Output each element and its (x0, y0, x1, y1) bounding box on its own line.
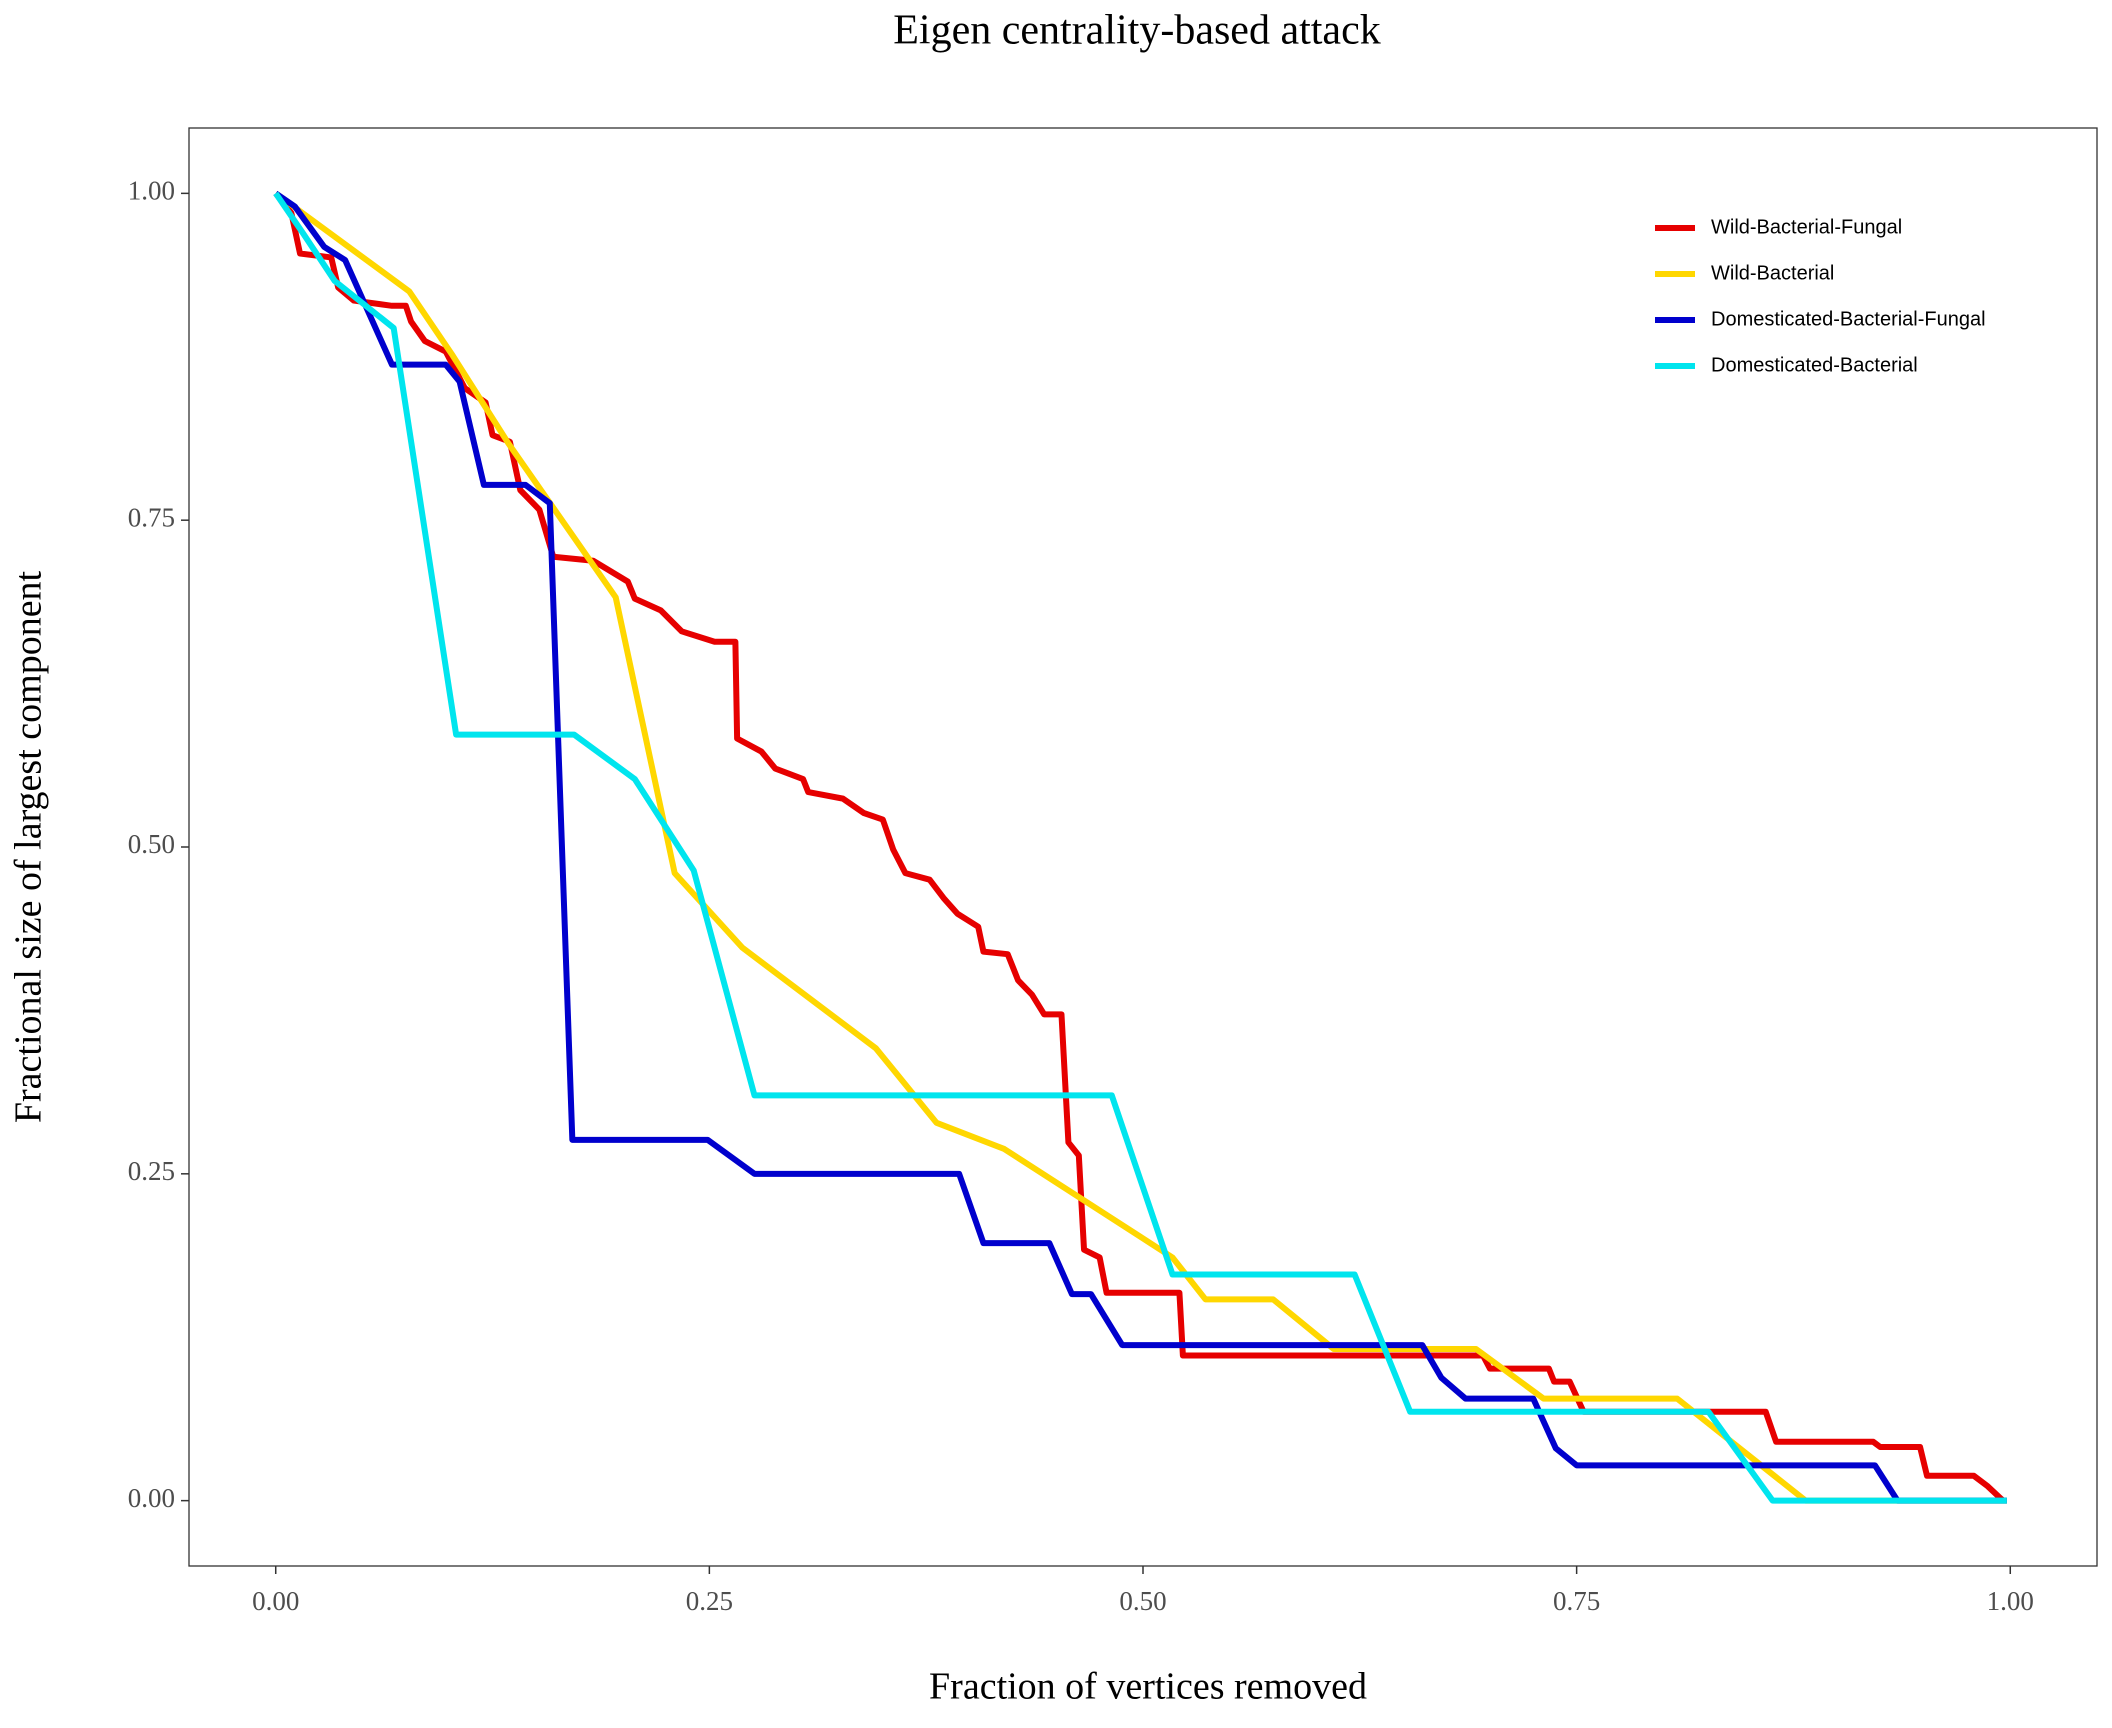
y-tick-label: 0.50 (128, 829, 175, 859)
series-line (273, 190, 2007, 1504)
x-tick-label: 1.00 (1987, 1586, 2034, 1616)
series-line (274, 190, 2007, 1504)
x-tick-label: 0.25 (686, 1586, 733, 1616)
x-axis-label: Fraction of vertices removed (929, 1666, 1367, 1708)
y-tick-label: 0.75 (128, 502, 175, 532)
legend-label: Domesticated-Bacterial-Fungal (1711, 308, 1986, 330)
x-tick-label: 0.50 (1119, 1586, 1166, 1616)
x-tick-label: 0.00 (252, 1586, 299, 1616)
y-tick-label: 0.25 (128, 1156, 175, 1186)
y-tick-label: 1.00 (128, 176, 175, 206)
series-line (273, 191, 2006, 1504)
legend-label: Wild-Bacterial (1711, 262, 1834, 284)
chart-title: Eigen centrality-based attack (893, 8, 1380, 54)
plot-panel (188, 127, 2098, 1567)
series-line (273, 191, 2007, 1504)
y-axis-label: Fractional size of largest component (8, 570, 50, 1123)
x-tick-label: 0.75 (1553, 1586, 1600, 1616)
legend-label: Wild-Bacterial-Fungal (1711, 216, 1902, 238)
legend-label: Domesticated-Bacterial (1711, 354, 1918, 376)
y-tick-label: 0.00 (128, 1483, 175, 1513)
